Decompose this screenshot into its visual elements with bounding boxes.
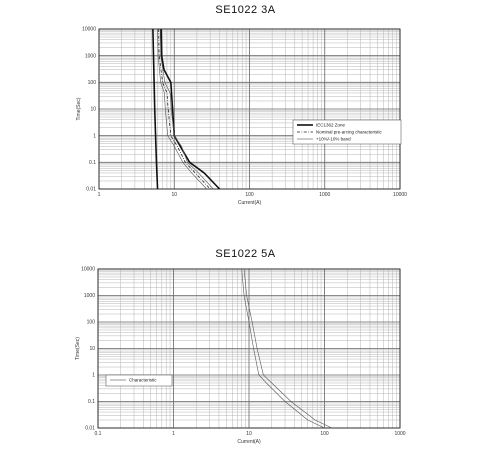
y-tick-label: 100 [88,80,97,86]
y-tick-label: 0.01 [86,187,96,193]
x-tick-label: 100 [320,431,329,437]
series-line [159,28,214,190]
x-axis-label: Current(A) [237,439,261,445]
series-line [160,28,221,190]
y-tick-label: 1 [92,373,95,379]
x-tick-label: 10000 [393,192,407,198]
y-tick-label: 0.1 [88,399,95,405]
legend: Characteristic [105,374,173,387]
y-tick-label: 10 [90,107,96,113]
plot-frame [97,268,401,429]
y-axis-label: Time(Sec) [76,97,82,120]
y-tick-label: 10000 [82,27,96,33]
series-line [152,28,159,190]
plot-frame [98,28,401,190]
chart-1: 1 10 100 1000 10000 0.01 0.1 1 10 100 1000 10000 Cur… [76,27,407,206]
chart-title-3a: SE1022 3A [215,4,276,16]
y-tick-label: 1 [93,133,96,139]
legend: IEC1362 Zone Nominal pre-arcing character… [292,119,402,145]
y-tick-label: 0.01 [85,426,95,432]
x-tick-label: 0.1 [95,431,102,437]
series-line [158,28,211,190]
y-tick-label: 10 [89,346,95,352]
y-tick-label: 100 [87,320,96,326]
legend-box [105,374,173,387]
chart-2: 0.1 1 10 100 10000.010.1110100100010000Curre… [75,267,406,445]
chart-title-5a: SE1022 5A [215,248,276,260]
series-line [157,28,207,190]
legend-entry: IEC1362 Zone [316,123,346,128]
x-tick-label: 1 [98,192,101,198]
x-tick-label: 100 [245,192,254,198]
y-tick-label: 1000 [84,293,95,299]
y-axis-label: Time(Sec) [75,337,81,360]
series-line [241,268,325,429]
legend-entry: Nominal pre-arcing characteristic [316,130,383,135]
legend-entry: +10%/-10% band [316,137,351,142]
y-tick-label: 1000 [85,53,96,59]
x-tick-label: 1000 [394,431,405,437]
x-axis-label: Current(A) [238,200,262,206]
x-tick-label: 1 [172,431,175,437]
x-tick-label: 10 [246,431,252,437]
legend-entry: Characteristic [129,378,157,383]
series-line [243,268,332,429]
y-tick-label: 10000 [81,267,95,273]
x-tick-label: 10 [171,192,177,198]
y-tick-label: 0.1 [89,160,96,166]
x-tick-label: 1000 [319,192,330,198]
